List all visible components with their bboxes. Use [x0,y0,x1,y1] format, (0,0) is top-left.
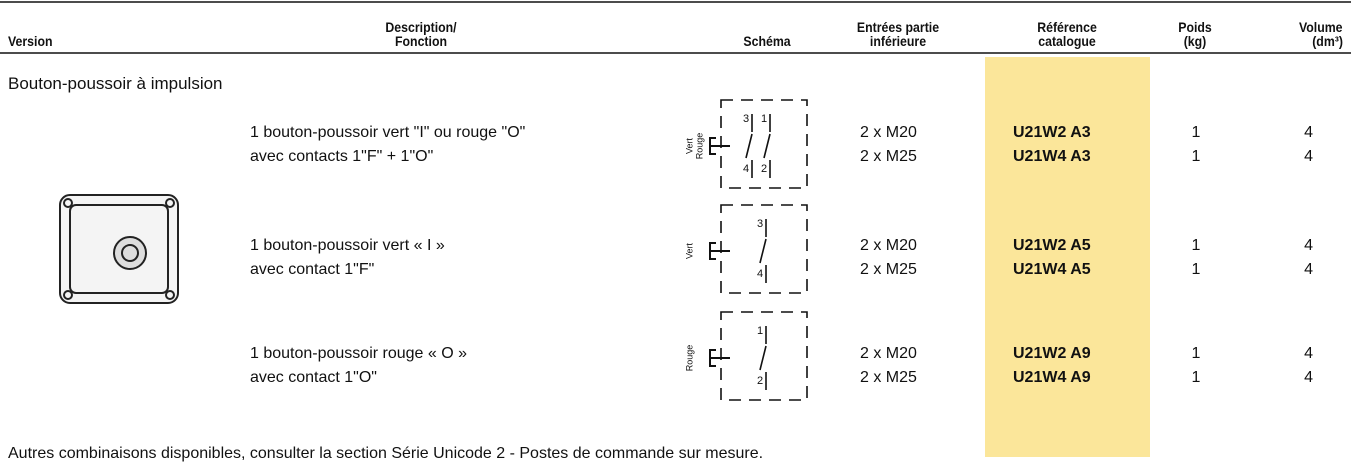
column-header: inférieure [869,33,927,49]
reference: U21W2 A5 [1013,237,1091,254]
weight: 1 [1191,237,1201,254]
description: avec contact 1"F" [250,261,375,278]
entry: 2 x M25 [860,148,917,165]
weight: 1 [1191,124,1201,141]
column-header: Entrées partie [856,19,940,35]
entry: 2 x M20 [860,345,917,362]
schema-terminal: 3 [743,113,750,125]
weight: 1 [1191,369,1201,386]
description: avec contact 1"O" [250,369,377,386]
reference: U21W2 A3 [1013,124,1091,141]
footer-note: Autres combinaisons disponibles, consult… [8,445,764,462]
column-header: Version [8,33,53,49]
schema-button [709,349,730,367]
schema-terminal: 2 [757,375,764,387]
schema-contact [745,114,753,178]
entry: 2 x M25 [860,369,917,386]
schema-box [720,311,808,401]
column-header: Description/ [385,19,457,35]
reference: U21W4 A5 [1013,261,1091,278]
schema-label: Vert [684,137,695,155]
schema-contact [759,326,767,390]
description: avec contacts 1"F" + 1"O" [250,148,434,165]
reference: U21W4 A9 [1013,369,1091,386]
entry: 2 x M20 [860,237,917,254]
schema-label: Vert [684,242,695,260]
schema-label: Rouge [684,344,695,372]
column-header: Poids [1178,19,1212,35]
volume: 4 [1304,124,1313,141]
volume: 4 [1304,345,1313,362]
section-title: Bouton-poussoir à impulsion [8,74,223,93]
column-header: (kg) [1183,33,1207,49]
column-header: Schéma [743,33,791,49]
schema-terminal: 1 [761,113,768,125]
column-header: catalogue [1038,33,1096,49]
schema-button [709,242,730,260]
weight: 1 [1191,261,1201,278]
schema-terminal: 2 [761,163,768,175]
schema-box [720,204,808,294]
column-header: (dm³) [1312,33,1343,49]
schema-contact [759,219,767,283]
description: 1 bouton-poussoir rouge « O » [250,345,468,362]
column-header: Référence [1037,19,1097,35]
volume: 4 [1304,237,1313,254]
schema-contact [763,114,771,178]
description: 1 bouton-poussoir vert « I » [250,237,445,254]
schema-terminal: 1 [757,325,764,337]
schema-button [709,137,730,155]
volume: 4 [1304,261,1313,278]
schema-terminal: 4 [757,268,764,280]
reference: U21W4 A3 [1013,148,1091,165]
column-header: Volume [1299,19,1343,35]
weight: 1 [1191,345,1201,362]
volume: 4 [1304,148,1313,165]
weight: 1 [1191,148,1201,165]
volume: 4 [1304,369,1313,386]
highlight-column [985,57,1150,457]
schema-label: Rouge [694,132,705,160]
schema-terminal: 4 [743,163,750,175]
column-header: Fonction [394,33,448,49]
entry: 2 x M25 [860,261,917,278]
schema-terminal: 3 [757,218,764,230]
reference: U21W2 A9 [1013,345,1091,362]
entry: 2 x M20 [860,124,917,141]
schema-box [720,99,808,189]
product-image [59,194,179,304]
description: 1 bouton-poussoir vert "I" ou rouge "O" [250,124,526,141]
